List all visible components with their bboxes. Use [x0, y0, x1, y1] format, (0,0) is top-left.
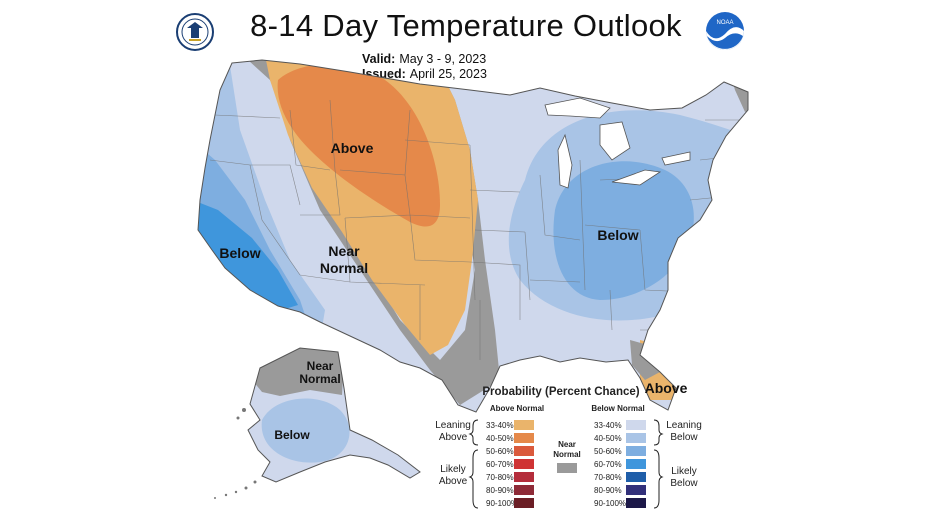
legend-near-swatch — [557, 463, 577, 473]
legend-above-label-5: 80-90% — [486, 486, 514, 495]
region-near-florida — [630, 340, 660, 380]
label-near-normal-1: Near — [328, 243, 360, 259]
legend-below-swatch-2 — [626, 446, 646, 456]
legend-likely-above-2: Above — [439, 476, 468, 487]
region-above-40 — [277, 64, 440, 227]
legend-below-swatch-0 — [626, 420, 646, 430]
commerce-seal-icon — [176, 13, 214, 51]
legend-leaning-above-1: Leaning — [435, 420, 471, 431]
aleutian-islands — [214, 408, 257, 499]
legend-above-swatch-4 — [514, 472, 534, 482]
legend-below-swatch-3 — [626, 459, 646, 469]
legend-below-label-5: 80-90% — [594, 486, 622, 495]
legend-above-swatch-6 — [514, 498, 534, 508]
legend-above-header: Above Normal — [490, 404, 544, 413]
region-below-50-east — [553, 161, 694, 300]
region-near-normal-west — [226, 60, 500, 405]
label-below-california: Below — [219, 245, 260, 261]
label-below-east: Below — [597, 227, 638, 243]
noaa-logo-text: NOAA — [716, 20, 733, 26]
legend-above-swatch-3 — [514, 459, 534, 469]
valid-value: May 3 - 9, 2023 — [399, 52, 487, 66]
legend-likely-below-2: Below — [670, 478, 698, 489]
legend-near-1: Near — [558, 440, 576, 449]
legend-above-swatch-2 — [514, 446, 534, 456]
label-above-west: Above — [331, 140, 374, 156]
noaa-logo-icon: NOAA — [706, 12, 744, 50]
legend-leaning-above-2: Above — [439, 432, 468, 443]
great-lakes — [544, 97, 691, 189]
legend-above-label-3: 60-70% — [486, 460, 514, 469]
legend-above-label-6: 90-100% — [486, 499, 518, 508]
legend-below-scale: 33-40% 40-50% 50-60% 60-70% 70-80% 80-90% 90-1… — [594, 420, 646, 508]
ak-below-40 — [261, 398, 350, 463]
valid-label: Valid: — [362, 52, 396, 66]
legend-below-swatch-5 — [626, 485, 646, 495]
label-ak-near-2: Normal — [299, 372, 340, 386]
legend-below-header: Below Normal — [591, 404, 644, 413]
legend-above-swatch-5 — [514, 485, 534, 495]
legend-above-label-4: 70-80% — [486, 473, 514, 482]
issued-dates: Issued: April 25, 2023 — [362, 67, 487, 81]
label-near-normal-2: Normal — [320, 260, 368, 276]
label-above-florida: Above — [645, 380, 688, 396]
legend-below-swatch-1 — [626, 433, 646, 443]
legend-below-label-4: 70-80% — [594, 473, 622, 482]
legend-below-label-3: 60-70% — [594, 460, 622, 469]
conus-outline — [197, 59, 749, 413]
valid-dates: Valid: May 3 - 9, 2023 — [362, 52, 486, 66]
brace-likely-below — [653, 449, 664, 509]
alaska-outline — [247, 347, 421, 483]
legend-likely-below-1: Likely — [671, 466, 697, 477]
legend-below-swatch-6 — [626, 498, 646, 508]
legend-below-label-1: 40-50% — [594, 434, 622, 443]
legend-above-swatch-0 — [514, 420, 534, 430]
page-title: 8-14 Day Temperature Outlook — [250, 8, 682, 43]
legend-near-2: Normal — [553, 450, 581, 459]
legend-above-label-1: 40-50% — [486, 434, 514, 443]
legend-below-label-2: 50-60% — [594, 447, 622, 456]
legend-above-label-0: 33-40% — [486, 421, 514, 430]
legend-above-swatch-1 — [514, 433, 534, 443]
label-ak-near-1: Near — [307, 359, 334, 373]
brace-leaning-below — [653, 419, 664, 446]
legend-above-label-2: 50-60% — [486, 447, 514, 456]
legend: Probability (Percent Chance) Above Norma… — [435, 386, 702, 509]
label-ak-below: Below — [274, 428, 310, 442]
legend-above-scale: 33-40% 40-50% 50-60% 60-70% 70-80% 80-90% 90-1… — [486, 420, 534, 508]
legend-below-label-0: 33-40% — [594, 421, 622, 430]
legend-title: Probability (Percent Chance) — [482, 386, 639, 398]
brace-likely-above — [468, 449, 479, 509]
brace-leaning-above — [468, 419, 479, 446]
issued-value: April 25, 2023 — [409, 67, 487, 81]
legend-leaning-below-2: Below — [670, 432, 698, 443]
legend-below-label-6: 90-100% — [594, 499, 626, 508]
legend-likely-above-1: Likely — [440, 464, 466, 475]
legend-below-swatch-4 — [626, 472, 646, 482]
legend-leaning-below-1: Leaning — [666, 420, 702, 431]
